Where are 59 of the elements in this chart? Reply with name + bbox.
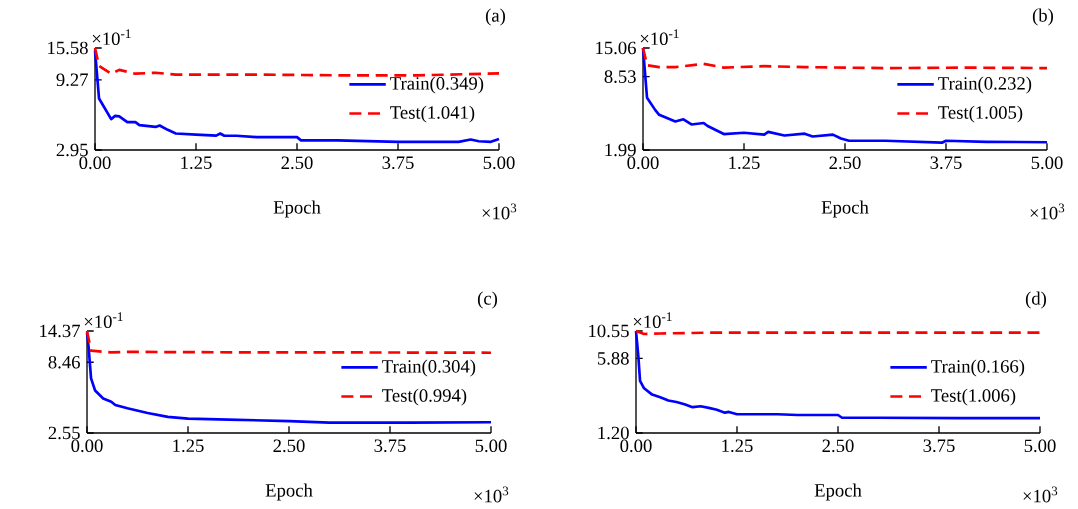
x-tick-label: 2.50	[281, 156, 313, 170]
text: ×10$^{-1}$	[92, 29, 131, 46]
chart-title: (b)	[1032, 8, 1054, 26]
legend-label: Test(0.994)	[382, 388, 467, 406]
chart-title: (a)	[485, 8, 506, 26]
y-tick-label: 8.53	[604, 70, 636, 83]
x-tick-label: 0.00	[79, 156, 111, 170]
x-tick-label: 2.50	[822, 439, 854, 453]
text: ×10$^{3}$	[1023, 486, 1058, 503]
y-tick-label: 10.55	[589, 324, 629, 338]
x-axis-title: Epoch	[265, 483, 313, 501]
legend-label: Test(1.005)	[938, 105, 1023, 123]
text: ×10$^{-1}$	[84, 312, 123, 329]
x-tick-label: 2.50	[829, 156, 861, 170]
x-axis-title: Epoch	[814, 483, 862, 501]
x-tick-label: 3.75	[923, 439, 955, 453]
y-tick-label: 8.46	[48, 355, 80, 369]
x-tick-label: 1.25	[181, 156, 212, 170]
x-axis-title: Epoch	[273, 200, 321, 218]
chart-title: (c)	[477, 291, 498, 309]
text: ×10$^{3}$	[474, 486, 509, 503]
y-tick-label: 15.58	[48, 41, 88, 55]
x-tick-label: 1.25	[173, 439, 204, 453]
y-tick-label: 9.27	[56, 73, 88, 87]
x-axis-title: Epoch	[821, 200, 869, 218]
legend-label: Train(0.349)	[390, 76, 484, 94]
x-tick-label: 3.75	[930, 156, 962, 170]
y-tick-label: 2.55	[48, 426, 80, 440]
line-series	[85, 329, 493, 355]
x-tick-label: 1.25	[729, 156, 760, 170]
y-tick-label: 14.37	[40, 324, 80, 338]
legend-label: Train(0.304)	[382, 359, 476, 377]
y-tick-label: 15.06	[596, 41, 636, 55]
x-tick-label: 5.00	[1024, 439, 1056, 453]
line-series	[93, 46, 501, 77]
y-tick-label: 2.95	[56, 143, 88, 157]
legend-label: Test(1.006)	[931, 388, 1016, 406]
text: ×10$^{-1}$	[633, 312, 672, 329]
x-tick-label: 5.00	[475, 439, 507, 453]
x-tick-label: 2.50	[273, 439, 305, 453]
text: ×10$^{-1}$	[640, 29, 679, 46]
x-tick-label: 3.75	[374, 439, 406, 453]
legend-label: Test(1.041)	[390, 105, 475, 123]
y-tick-label: 1.99	[605, 143, 636, 157]
x-tick-label: 3.75	[382, 156, 414, 170]
x-tick-label: 1.25	[722, 439, 753, 453]
x-tick-label: 0.00	[620, 439, 652, 453]
x-tick-label: 0.00	[627, 156, 659, 170]
line-series	[641, 46, 1049, 70]
text: ×10$^{3}$	[482, 203, 517, 220]
y-tick-label: 5.88	[597, 352, 629, 365]
y-tick-label: 1.20	[598, 426, 629, 440]
x-tick-label: 5.00	[483, 156, 515, 170]
x-tick-label: 5.00	[1031, 156, 1063, 170]
text: ×10$^{3}$	[1030, 203, 1065, 220]
chart-title: (d)	[1025, 291, 1047, 309]
legend-label: Train(0.232)	[938, 76, 1032, 94]
legend-label: Train(0.166)	[931, 359, 1025, 377]
x-tick-label: 0.00	[71, 439, 103, 453]
